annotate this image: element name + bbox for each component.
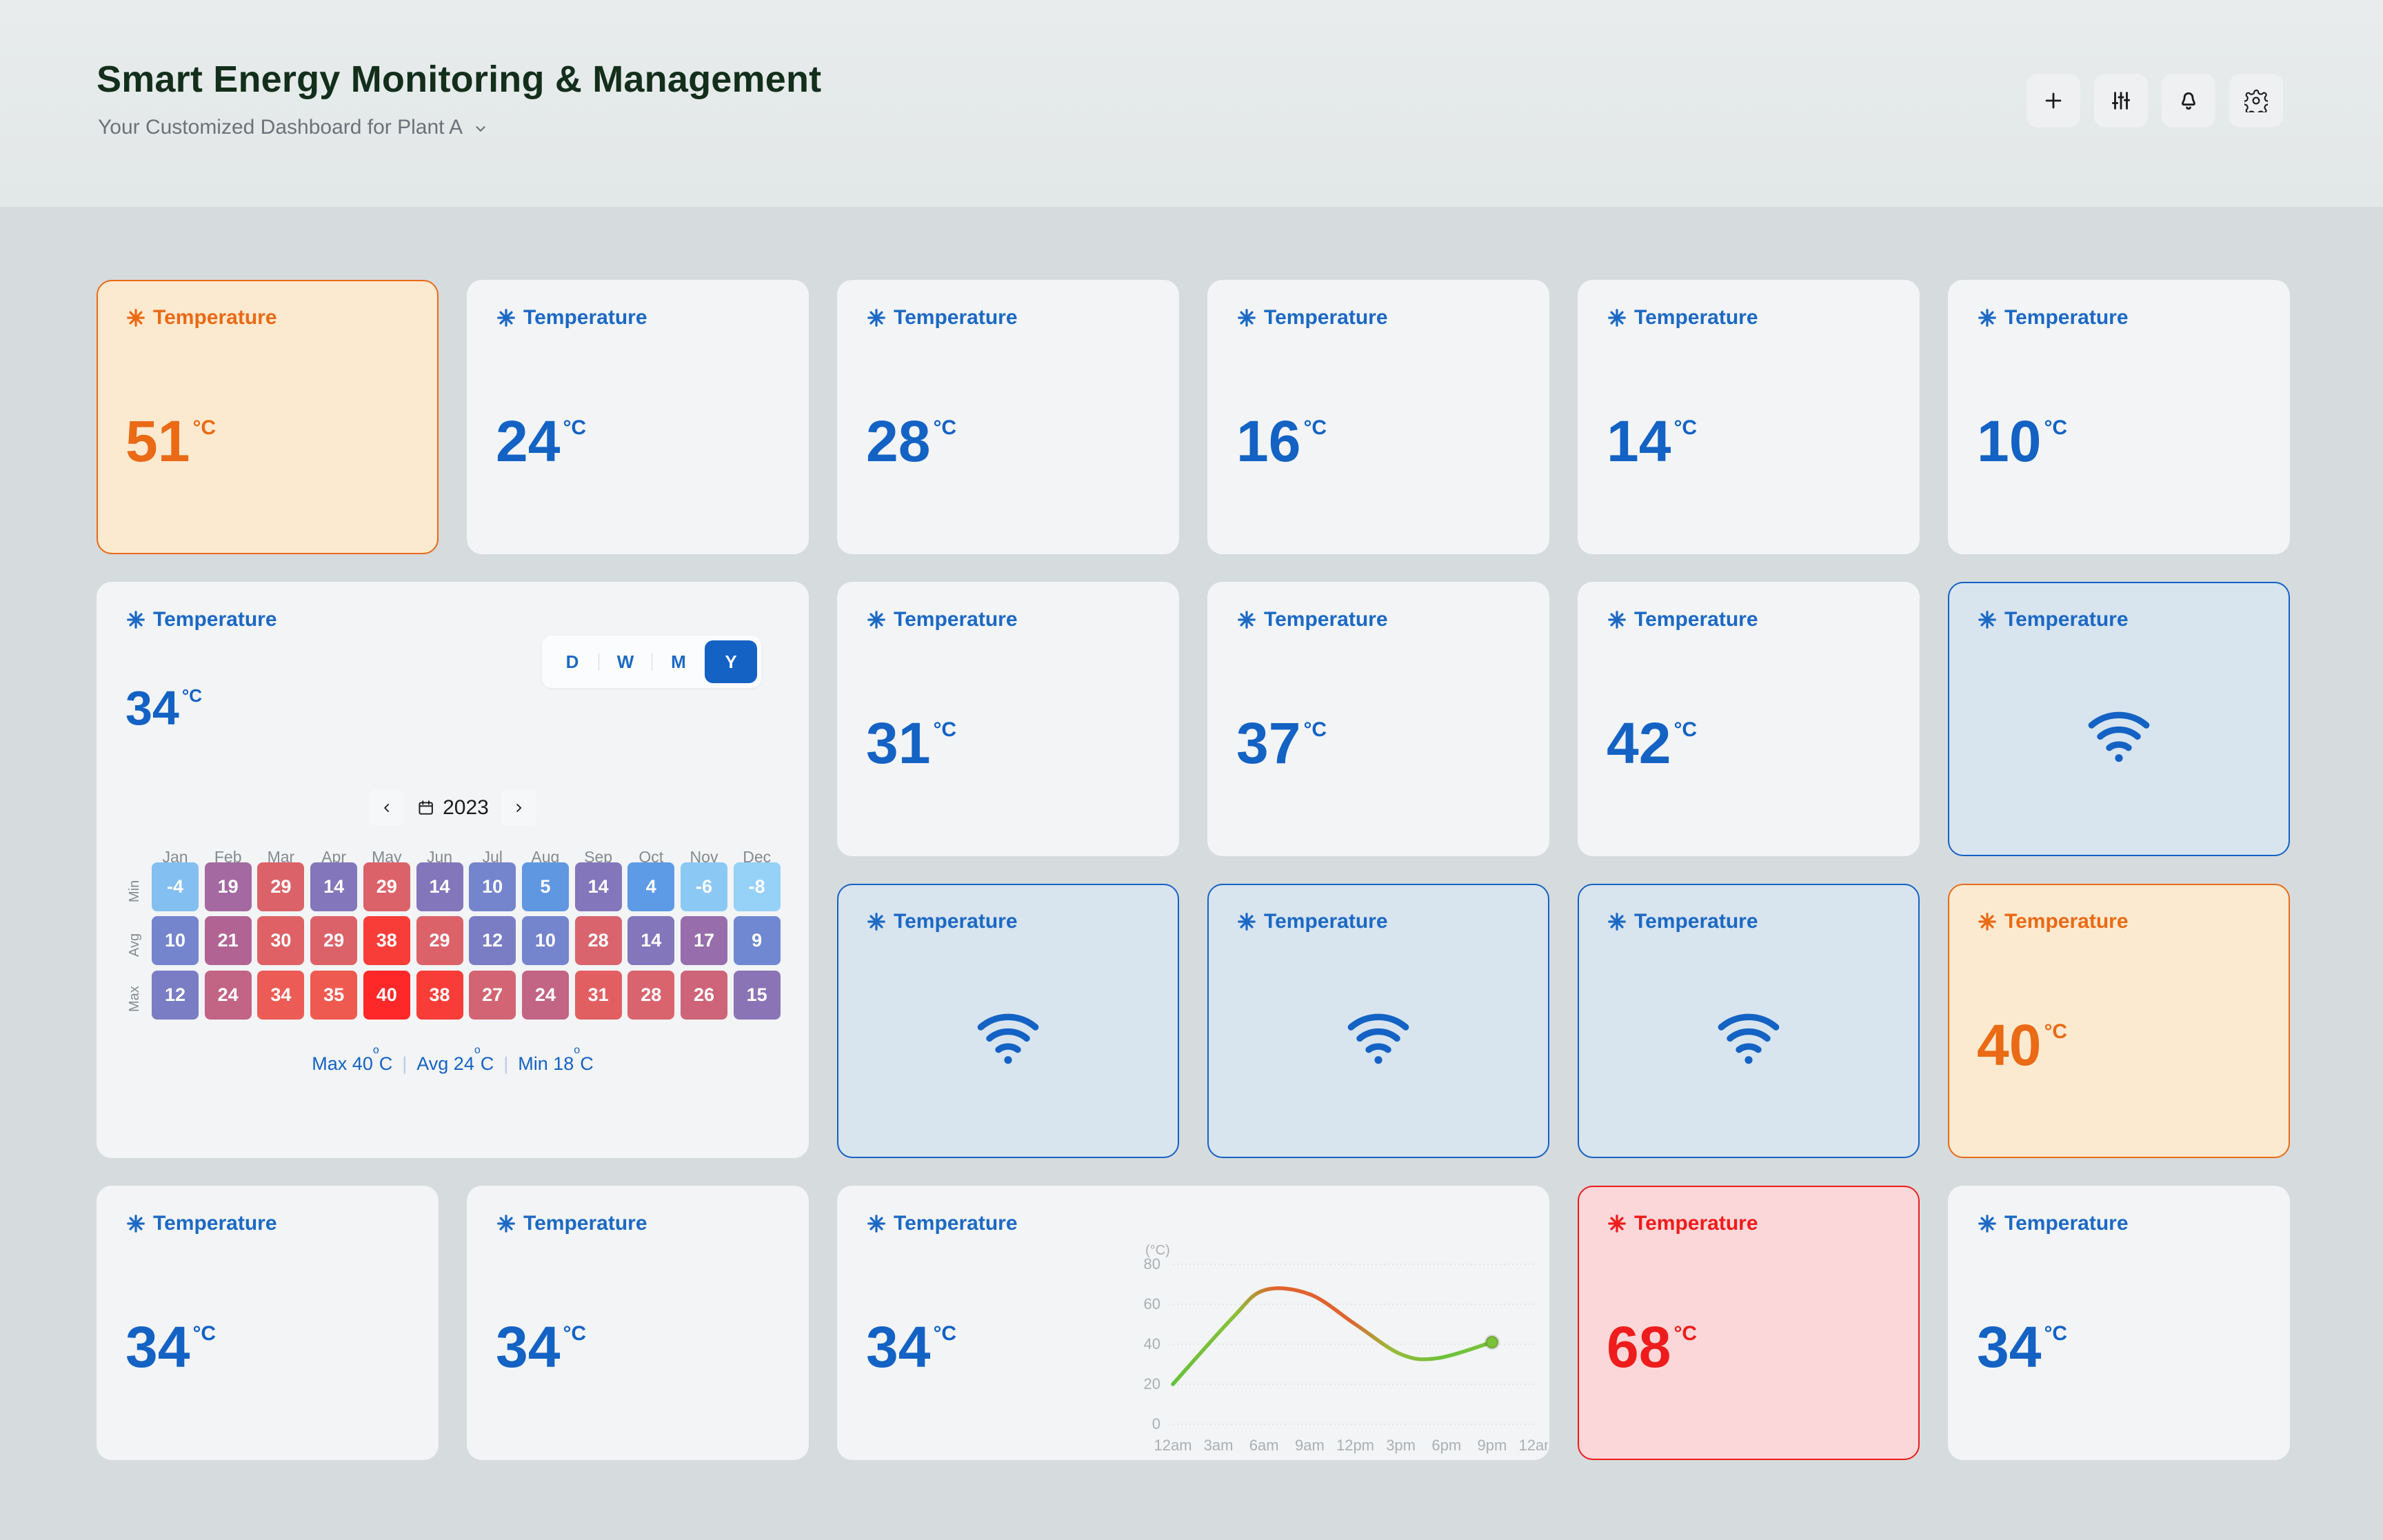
svg-text:20: 20	[1144, 1375, 1160, 1392]
svg-text:40: 40	[1144, 1335, 1160, 1352]
svg-text:80: 80	[1144, 1255, 1160, 1273]
svg-text:9am: 9am	[1295, 1437, 1325, 1454]
svg-text:12pm: 12pm	[1336, 1437, 1374, 1454]
svg-text:12am: 12am	[1154, 1437, 1192, 1454]
svg-text:60: 60	[1144, 1295, 1160, 1313]
svg-text:6am: 6am	[1249, 1437, 1279, 1454]
svg-text:12am: 12am	[1518, 1437, 1549, 1454]
svg-text:6pm: 6pm	[1431, 1437, 1461, 1454]
svg-text:3pm: 3pm	[1386, 1437, 1416, 1454]
svg-text:9pm: 9pm	[1478, 1437, 1507, 1454]
svg-text:0: 0	[1152, 1415, 1160, 1432]
svg-text:3am: 3am	[1204, 1437, 1234, 1454]
